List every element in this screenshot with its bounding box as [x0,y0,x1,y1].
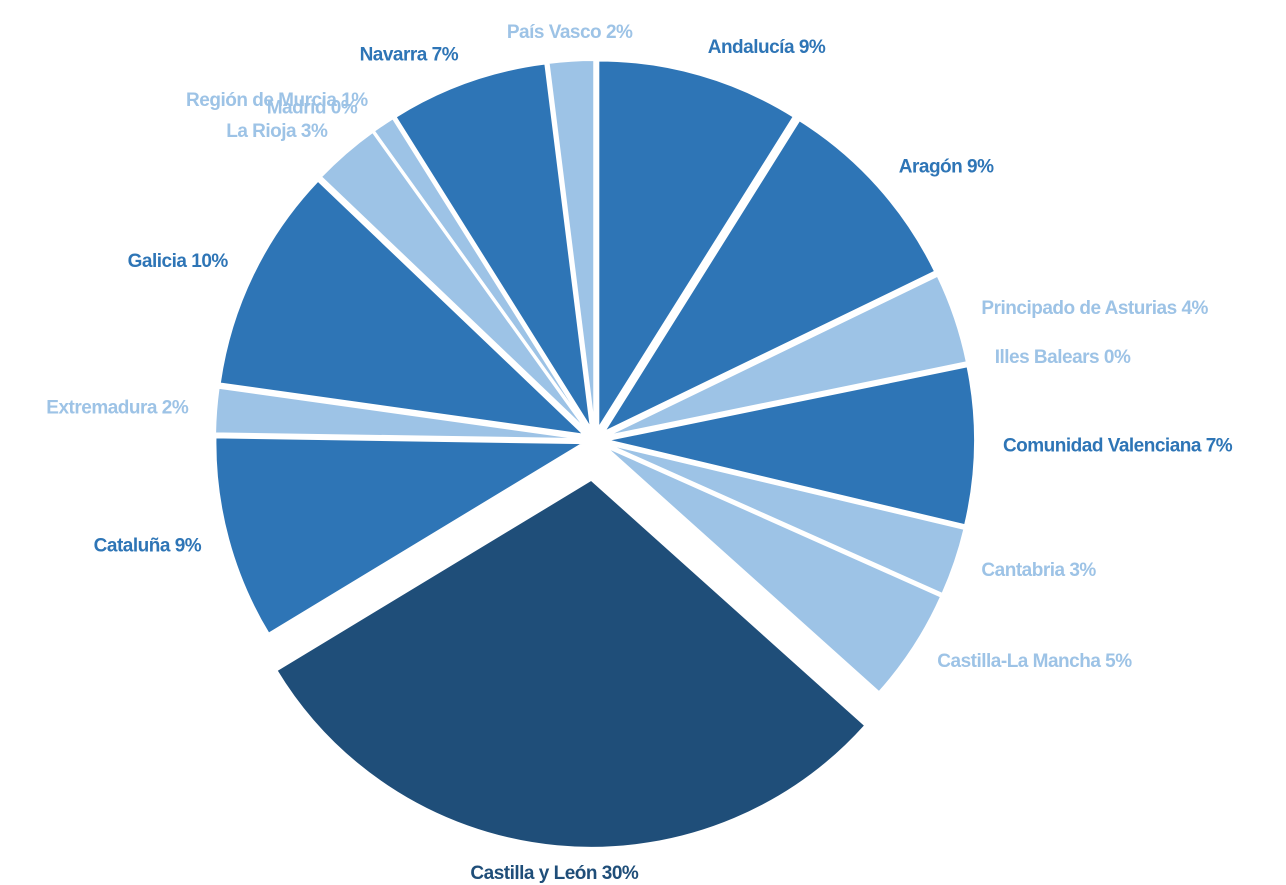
category-label: Extremadura [46,397,158,418]
category-label: La Rioja [226,121,297,142]
category-label: Castilla-La Mancha [937,651,1101,672]
data-label: Cataluña 9% [94,536,202,557]
data-label: Cantabria 3% [981,560,1096,581]
pie-slice [218,179,588,437]
pie-slice [605,442,966,596]
data-label: Navarra 7% [360,45,459,66]
value-label: 10% [191,251,228,272]
value-label: 30% [602,863,639,884]
data-label: Castilla-La Mancha 5% [937,651,1132,672]
category-label: País Vasco [507,22,601,43]
pie-slice [275,478,867,849]
pie-slice [606,365,976,527]
category-label: Madrid [267,97,326,118]
value-label: 4% [1181,298,1208,319]
data-label: La Rioja 3% [226,121,328,142]
value-label: 5% [1105,651,1132,672]
data-label: Aragón 9% [899,157,994,178]
category-label: Región de Murcia [186,90,337,111]
data-label: Madrid 0% [267,97,358,118]
value-label: 3% [301,121,328,142]
value-label: 9% [967,157,994,178]
value-label: 2% [606,22,633,43]
category-label: Navarra [360,45,428,66]
data-label: Región de Murcia 1% [186,90,368,111]
data-label: Galicia 10% [128,251,229,272]
category-label: Cataluña [94,536,171,557]
data-label: País Vasco 2% [507,22,633,43]
value-label: 9% [799,37,826,58]
pie-slice [372,116,590,431]
category-label: Cantabria [981,560,1065,581]
value-label: 9% [175,536,202,557]
value-label: 2% [162,397,189,418]
value-label: 0% [331,97,358,118]
data-label: Comunidad Valenciana 7% [1003,435,1233,456]
value-label: 7% [432,45,459,66]
category-label: Principado de Asturias [981,298,1176,319]
data-label: Extremadura 2% [46,397,189,418]
category-label: Aragón [899,157,963,178]
data-label: Andalucía 9% [708,37,826,58]
pie-slice [214,436,587,636]
category-label: Comunidad Valenciana [1003,435,1202,456]
value-label: 3% [1069,560,1096,581]
pie-slice [547,59,596,429]
pie-slice [214,386,584,441]
data-label: Castilla y León 30% [470,863,639,884]
value-label: 7% [1206,435,1233,456]
pie-slice [601,118,937,435]
pie-slice [319,130,588,432]
value-label: 0% [1104,347,1131,368]
data-label: Illes Balears 0% [995,347,1131,368]
value-label: 1% [341,90,368,111]
pie-slice [604,445,943,694]
pie-slice [597,59,796,432]
category-label: Castilla y León [470,863,597,884]
pie-slice [605,274,969,438]
category-label: Andalucía [708,37,795,58]
category-label: Illes Balears [995,347,1099,368]
pie-slice [394,62,592,430]
data-label: Principado de Asturias 4% [981,298,1208,319]
category-label: Galicia [128,251,188,272]
